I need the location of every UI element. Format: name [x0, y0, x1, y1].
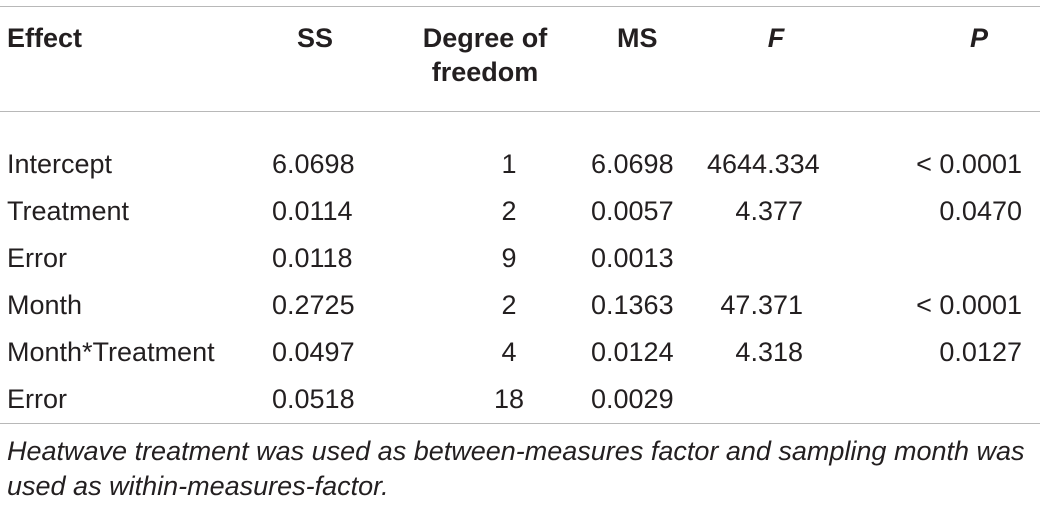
cell-f: 47.371 [720, 289, 803, 320]
cell-ss: 0.0114 [272, 195, 353, 226]
cell-p [845, 234, 1040, 281]
table-header: Effect SS Degree of freedom MS F P [0, 7, 1040, 125]
cell-ss: 0.2725 [272, 289, 355, 320]
header-effect: Effect [7, 23, 83, 53]
cell-ss: 0.0118 [272, 242, 353, 273]
cell-ms: 0.0057 [591, 195, 674, 226]
table-footnote: Heatwave treatment was used as between-m… [7, 436, 1025, 501]
cell-ss: 0.0518 [272, 383, 355, 414]
header-ss: SS [297, 23, 334, 53]
table-body: Intercept 6.0698 1 6.0698 4644.334 < 0.0… [0, 125, 1040, 422]
header-f: F [767, 23, 785, 53]
header-ms: MS [617, 23, 658, 53]
cell-p: < 0.0001 [916, 149, 1022, 179]
header-p: P [969, 23, 988, 53]
cell-f: 4644.334 [707, 149, 820, 179]
cell-f [707, 234, 845, 281]
table-row: Month*Treatment 0.0497 4 0.0124 4.318 0.… [0, 328, 1040, 375]
cell-p: < 0.0001 [916, 289, 1022, 320]
cell-df: 18 [493, 383, 525, 414]
cell-ms: 0.0029 [591, 383, 674, 414]
cell-f: 4.318 [735, 336, 803, 367]
cell-effect: Month*Treatment [7, 336, 215, 367]
header-row: Effect SS Degree of freedom MS F P [0, 7, 1040, 125]
table-row: Treatment 0.0114 2 0.0057 4.377 0.0470 [0, 187, 1040, 234]
cell-effect: Intercept [7, 149, 113, 179]
table-row: Intercept 6.0698 1 6.0698 4644.334 < 0.0… [0, 125, 1040, 187]
cell-effect: Error [7, 383, 67, 414]
header-df-line1: Degree of [422, 23, 548, 53]
cell-p: 0.0127 [939, 336, 1022, 367]
header-df-line2: freedom [431, 57, 539, 87]
cell-ss: 0.0497 [272, 336, 355, 367]
cell-p: 0.0470 [939, 195, 1022, 226]
cell-f [707, 375, 845, 422]
anova-table: Effect SS Degree of freedom MS F P Interc… [0, 7, 1040, 422]
cell-df: 9 [501, 242, 517, 273]
table-row: Month 0.2725 2 0.1363 47.371 < 0.0001 [0, 281, 1040, 328]
cell-effect: Treatment [7, 195, 130, 226]
cell-ms: 0.0124 [591, 336, 674, 367]
bottom-rule [0, 423, 1040, 424]
table-row: Error 0.0118 9 0.0013 [0, 234, 1040, 281]
cell-df: 2 [501, 195, 517, 226]
cell-f: 4.377 [735, 195, 803, 226]
cell-ss: 6.0698 [272, 149, 355, 179]
top-rule [0, 6, 1040, 7]
table-row: Error 0.0518 18 0.0029 [0, 375, 1040, 422]
cell-ms: 0.1363 [591, 289, 674, 320]
cell-p [845, 375, 1040, 422]
cell-effect: Error [7, 242, 67, 273]
cell-df: 2 [501, 289, 517, 320]
cell-effect: Month [7, 289, 83, 320]
cell-df: 1 [501, 149, 517, 179]
cell-ms: 0.0013 [591, 242, 674, 273]
cell-ms: 6.0698 [591, 149, 674, 179]
cell-df: 4 [501, 336, 517, 367]
header-rule [0, 111, 1040, 112]
header-degree-of-freedom: Degree of freedom [379, 7, 591, 125]
